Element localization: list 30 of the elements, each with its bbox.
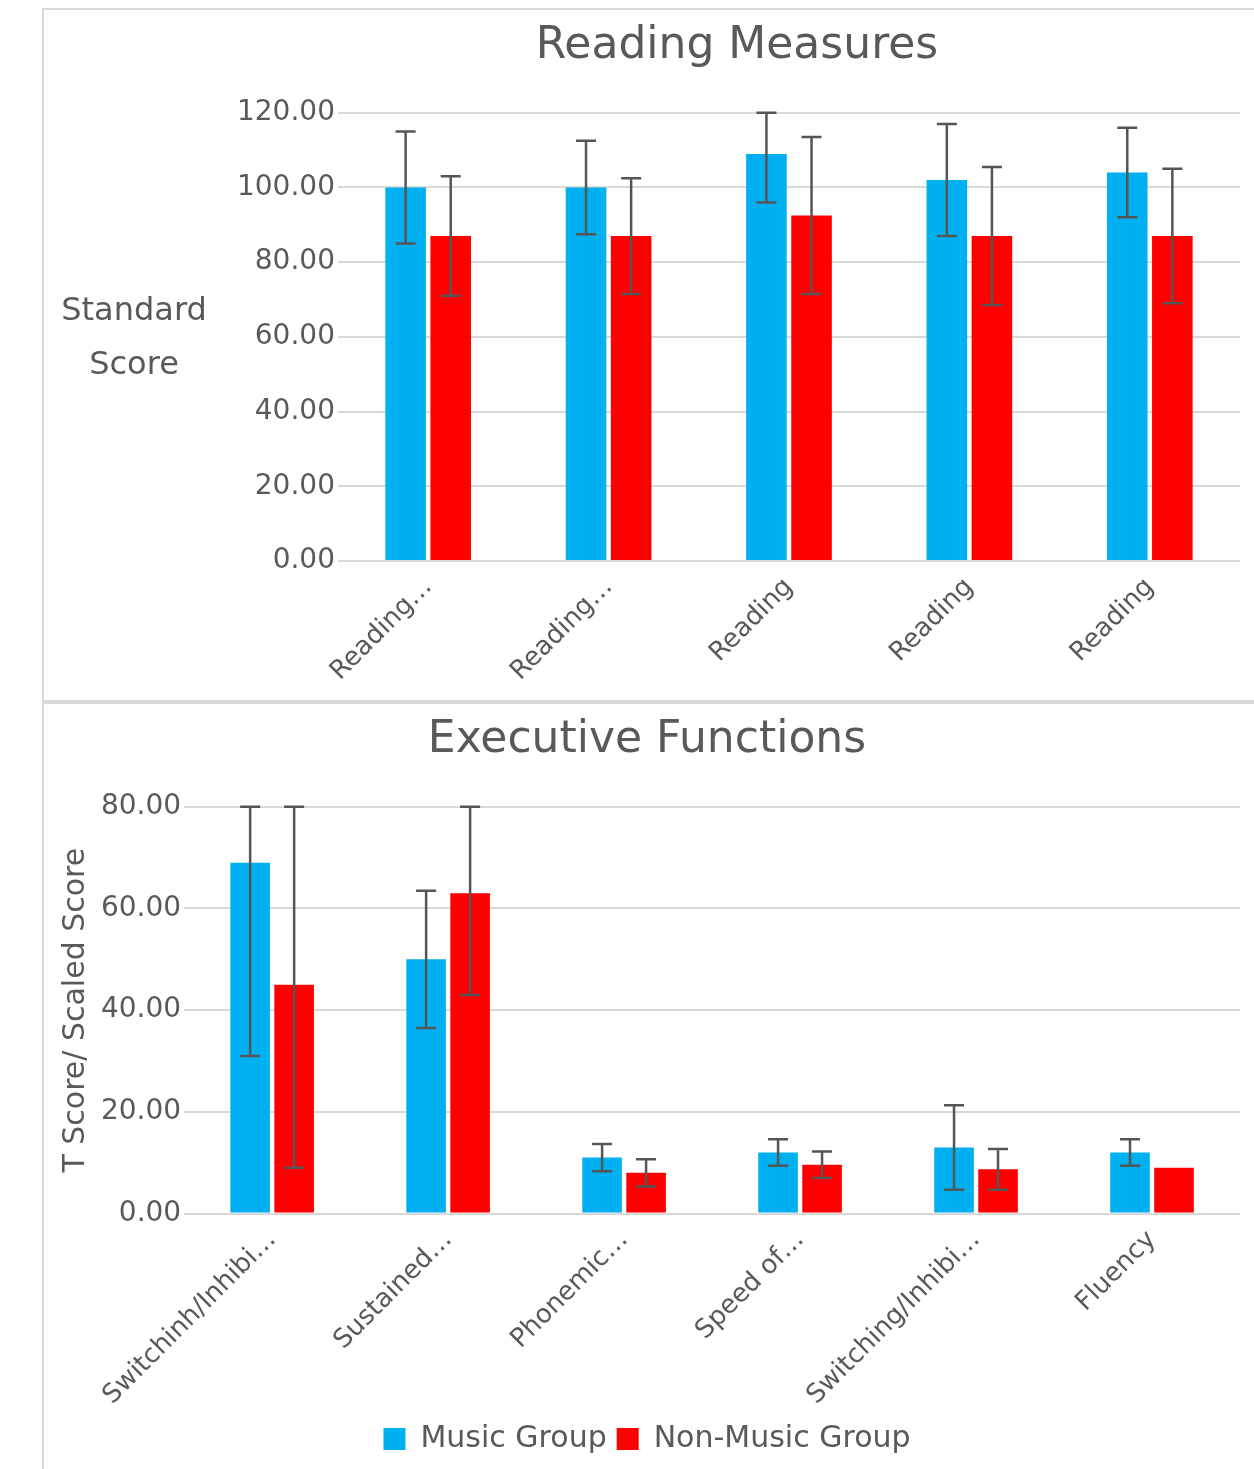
bar [582, 1157, 622, 1213]
legend-label: Non-Music Group [653, 1418, 911, 1454]
y-tick-label: 80.00 [100, 788, 182, 822]
chart-title: Reading Measures [535, 16, 939, 68]
bar [1110, 1152, 1150, 1213]
y-tick-label: 0.00 [272, 542, 335, 576]
y-tick-label: 120.00 [236, 94, 335, 128]
y-tick-label: 60.00 [100, 889, 182, 923]
y-axis-title: T Score/ Scaled Score [55, 847, 91, 1174]
legend-label: Music Group [420, 1418, 607, 1454]
y-tick-label: 20.00 [254, 467, 335, 501]
y-tick-label: 40.00 [254, 392, 335, 426]
y-tick-label: 100.00 [236, 168, 335, 202]
chart-title: Executive Functions [427, 710, 867, 762]
bar [758, 1152, 798, 1213]
y-tick-label: 80.00 [254, 243, 335, 277]
y-tick-label: 60.00 [254, 318, 335, 352]
bar [274, 984, 314, 1213]
bar [450, 893, 490, 1213]
y-tick-label: 0.00 [118, 1194, 182, 1228]
y-tick-label: 40.00 [100, 991, 182, 1025]
bar [802, 1164, 842, 1213]
y-axis-title: Standard Score [61, 289, 207, 382]
bar [978, 1169, 1018, 1213]
bar [934, 1147, 974, 1213]
bar [626, 1172, 666, 1213]
bar [1154, 1167, 1194, 1213]
bar [230, 862, 270, 1213]
y-tick-label: 20.00 [100, 1093, 182, 1127]
bar [406, 959, 446, 1213]
